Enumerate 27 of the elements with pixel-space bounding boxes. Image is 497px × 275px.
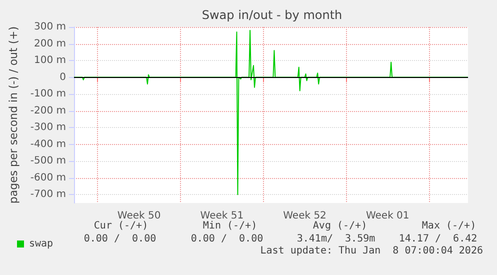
legend-label: swap [29, 238, 54, 250]
text: 3.41m/ 3.59m [296, 234, 376, 244]
y-tick-label: 300 m [34, 22, 66, 32]
y-tick-label: -500 m [30, 156, 66, 167]
y-axis-title: pages per second in (-) / out (+) [7, 26, 20, 204]
text: Cur (-/+) [94, 220, 148, 232]
y-tick-label: 100 m [34, 55, 66, 66]
x-tick-label: Week 01 [366, 210, 410, 222]
y-tick-label: 200 m [34, 38, 66, 50]
x-tick-label: Week 52 [283, 210, 326, 222]
text: Min (-/+) [202, 220, 258, 232]
text: 0.00 / 0.00 [84, 234, 156, 244]
y-tick-label: -400 m [30, 138, 66, 150]
x-tick-label: Week 51 [200, 210, 244, 222]
y-tick-label: -600 m [30, 172, 66, 184]
text: Max (-/+) [422, 220, 476, 232]
y-tick-label: -200 m [30, 105, 66, 116]
chart-title: Swap in/out - by month [202, 8, 342, 22]
text: 0.00 / 0.00 [190, 234, 264, 244]
y-tick-label: -300 m [30, 122, 66, 134]
y-tick-label: -700 m [30, 189, 66, 200]
text: Avg (-/+) [312, 220, 368, 232]
x-tick-label: Week 50 [117, 210, 161, 222]
text: Last update: Thu Jan 8 07:00:04 2026 [260, 246, 483, 256]
y-tick-label: -100 m [30, 88, 66, 100]
y-tick-label: 0 [60, 72, 66, 83]
text: 14.17 / 6.42 [398, 234, 478, 244]
